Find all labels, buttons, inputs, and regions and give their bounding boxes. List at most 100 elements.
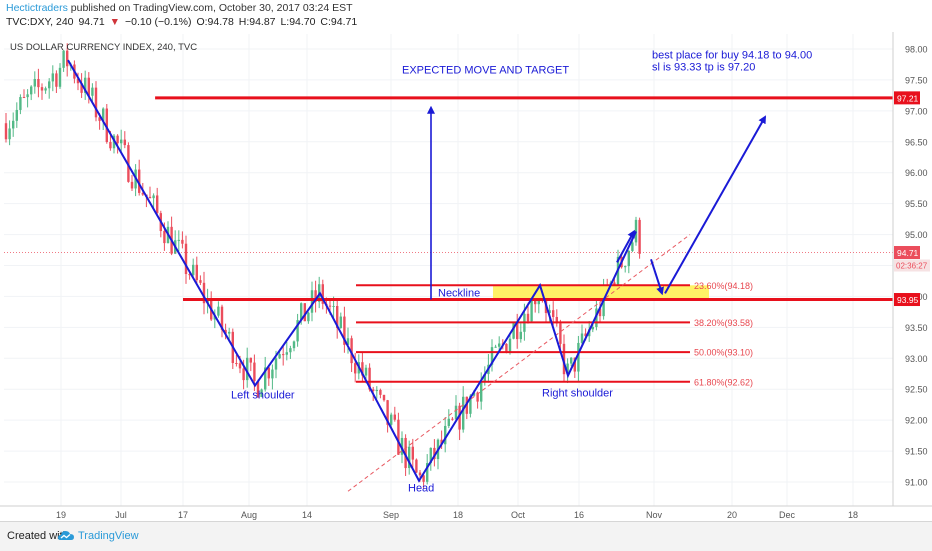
horizontal-levels [4, 96, 893, 492]
last-price: 94.71 [78, 16, 105, 28]
candle-body [505, 343, 508, 353]
head-shoulders-pattern [67, 59, 766, 483]
candle-body [152, 195, 155, 199]
candle-body [76, 78, 80, 84]
candle-body [570, 357, 573, 364]
candle-body [339, 316, 342, 329]
tradingview-brand-link[interactable]: TradingView [78, 530, 139, 542]
candle-body [498, 343, 501, 347]
fib-label: 50.00%(93.10) [694, 348, 753, 358]
candle-body [84, 77, 87, 93]
candle-body [58, 67, 62, 87]
neckline-label: Neckline [438, 287, 480, 299]
pullback-arrow [650, 259, 664, 296]
candle-body [120, 139, 123, 144]
candle-body [138, 169, 141, 193]
candle-body [40, 87, 44, 91]
candle-body [634, 219, 638, 243]
candle-body [591, 326, 594, 330]
candle-body [346, 338, 350, 345]
candle-body [300, 303, 303, 321]
candle-body [260, 389, 263, 398]
time-tick-label: Jul [115, 510, 127, 520]
price-badge-target-bg [894, 91, 920, 105]
candle-body [141, 192, 144, 195]
fibonacci-levels: 23.60%(94.18) 38.20%(93.58) 50.00%(93.10) 6… [356, 281, 753, 387]
candle-body [22, 97, 26, 99]
time-tick-label: 19 [56, 510, 66, 520]
price-tick-label: 97.00 [905, 106, 928, 116]
candle-body [242, 368, 245, 381]
candle-body [364, 367, 368, 376]
candle-body [246, 357, 249, 381]
symbol-name: TVC:DXY, 240 [6, 16, 74, 28]
candle-body [253, 362, 256, 382]
time-tick-label: Nov [646, 510, 663, 520]
candle-body [559, 323, 562, 344]
candle-body [577, 342, 580, 372]
price-tick-label: 98.00 [905, 45, 928, 55]
candle-body [336, 306, 339, 329]
trade-note-line2: sl is 93.33 tp is 97.20 [652, 62, 755, 74]
price-tick-label: 96.00 [905, 168, 928, 178]
candle-body [55, 73, 58, 87]
candle-body [393, 414, 396, 420]
candle-body [314, 290, 317, 302]
price-tick-label: 92.50 [905, 385, 928, 395]
candle-body [368, 367, 371, 390]
candle-body [328, 305, 332, 307]
candle-body [429, 447, 432, 464]
candle-body [235, 363, 238, 365]
candle-body [181, 239, 184, 244]
candle-body [310, 290, 314, 313]
candle-body [66, 50, 69, 67]
candle-body [548, 310, 551, 314]
candle-body [562, 343, 566, 375]
candle-body [451, 418, 454, 420]
candle-body [217, 306, 220, 316]
author-link[interactable]: Hectictraders [6, 2, 68, 14]
candle-body [12, 120, 15, 129]
time-tick-label: Oct [511, 510, 526, 520]
candle-body [177, 239, 180, 241]
candle-body [321, 284, 324, 304]
time-tick-label: Dec [779, 510, 796, 520]
chart-title: US DOLLAR CURRENCY INDEX, 240, TVC [10, 42, 197, 53]
price-tick-label: 91.50 [905, 447, 928, 457]
time-axis: 19 Jul 17 Aug 14 Sep 18 Oct 16 Nov 20 Dec 18 [0, 505, 932, 520]
candle-body [98, 117, 101, 121]
price-badge-neckline: 93.95 [897, 295, 919, 305]
candle-body [422, 475, 425, 482]
candle-body [264, 367, 267, 390]
price-chart[interactable]: 23.60%(94.18) 38.20%(93.58) 50.00%(93.10) 6… [0, 32, 932, 520]
candle-body [307, 312, 310, 322]
buy-zone [493, 285, 709, 300]
candle-body [616, 256, 620, 291]
candle-body [289, 348, 292, 353]
price-tick-label: 91.00 [905, 478, 928, 488]
candle-body [573, 357, 576, 372]
candle-body [213, 315, 216, 320]
pattern-line [67, 59, 637, 483]
candle-body [44, 88, 47, 91]
tradingview-cloud-icon [58, 531, 74, 540]
candle-body [433, 447, 436, 460]
time-tick-label: 20 [727, 510, 737, 520]
candle-body [102, 108, 105, 121]
candle-body [516, 323, 519, 340]
candle-body [156, 195, 159, 214]
left-shoulder-label: Left shoulder [231, 389, 295, 401]
candle-body [163, 231, 166, 244]
candle-body [530, 294, 533, 322]
ohlc-open: O:94.78 [196, 16, 234, 28]
target-label: EXPECTED MOVE AND TARGET [402, 65, 569, 77]
candle-body [148, 196, 152, 199]
candle-body [462, 396, 465, 430]
candle-body [228, 331, 231, 334]
candle-body [476, 392, 479, 402]
candle-body [426, 463, 429, 482]
candle-body [350, 338, 353, 364]
candle-body [397, 419, 400, 455]
time-tick-label: 16 [574, 510, 584, 520]
ohlc-high: H:94.87 [238, 16, 276, 28]
